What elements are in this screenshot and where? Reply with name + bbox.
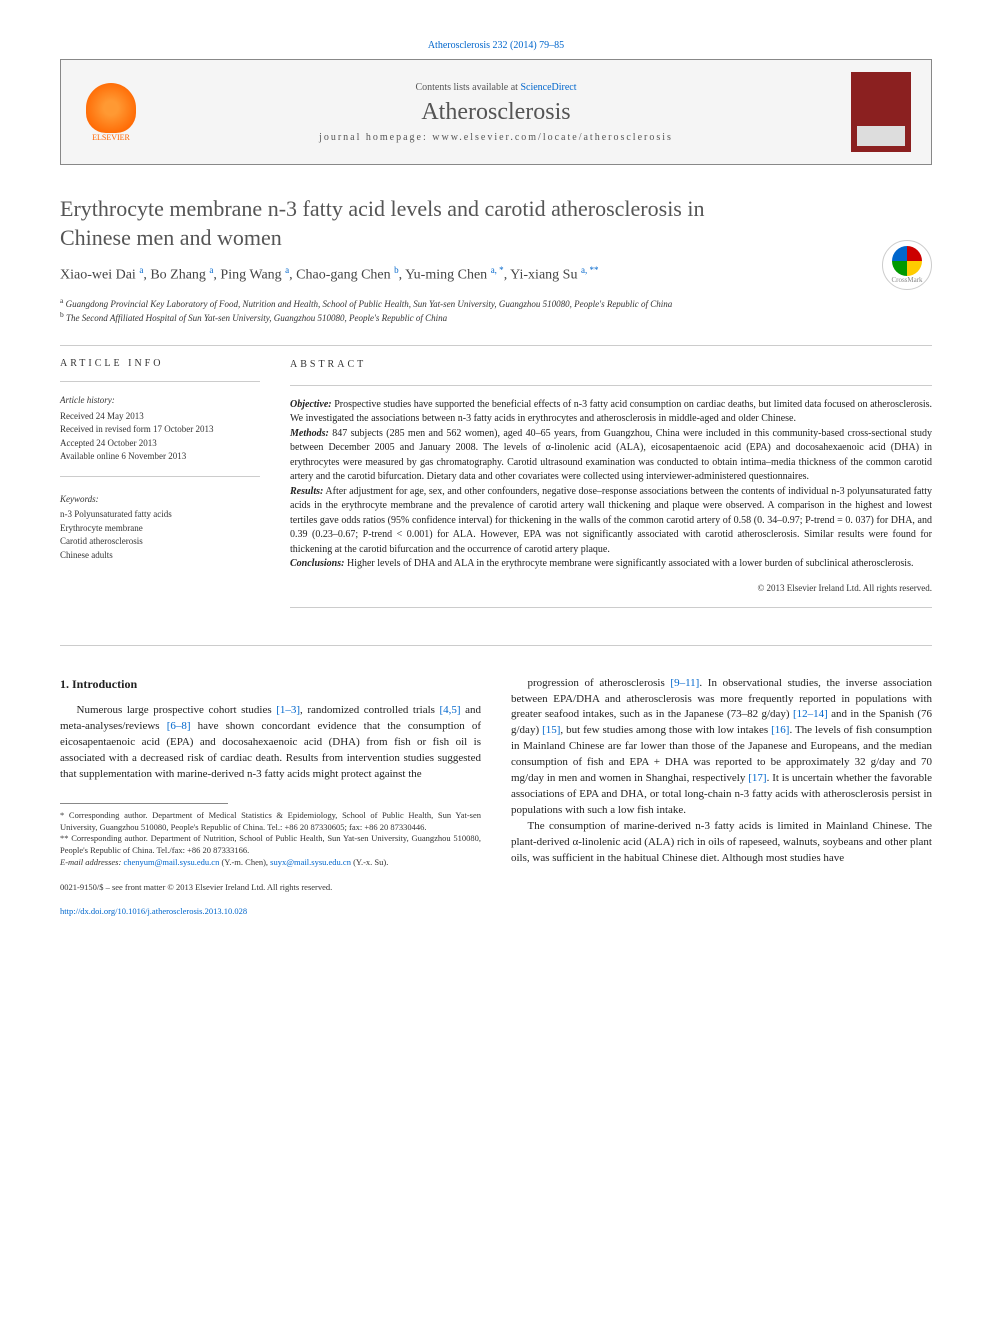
corresponding-author-note: * Corresponding author. Department of Me… [60,810,481,834]
journal-homepage: journal homepage: www.elsevier.com/locat… [141,132,851,143]
article-title: Erythrocyte membrane n-3 fatty acid leve… [60,195,758,252]
reference-link[interactable]: [1–3] [276,704,300,716]
affiliations: a Guangdong Provincial Key Laboratory of… [60,296,932,325]
corresponding-author-note: ** Corresponding author. Department of N… [60,833,481,857]
body-text: 1. Introduction Numerous large prospecti… [60,676,932,918]
footnotes: * Corresponding author. Department of Me… [60,810,481,869]
publisher-name: ELSEVIER [92,133,130,142]
crossmark-icon [892,246,922,276]
journal-header: ELSEVIER Contents lists available at Sci… [60,59,932,165]
section-heading-introduction: 1. Introduction [60,676,481,693]
keyword: n-3 Polyunsaturated fatty acids [60,508,260,522]
intro-paragraph: Numerous large prospective cohort studie… [60,703,481,783]
crossmark-badge[interactable]: CrossMark [882,240,932,290]
article-history: Article history: Received 24 May 2013 Re… [60,394,260,464]
issn-line: 0021-9150/$ – see front matter © 2013 El… [60,881,481,893]
journal-cover-thumbnail [851,72,911,152]
reference-link[interactable]: [4,5] [439,704,460,716]
reference-link[interactable]: [6–8] [167,720,191,732]
keywords-block: Keywords: n-3 Polyunsaturated fatty acid… [60,493,260,563]
left-column: 1. Introduction Numerous large prospecti… [60,676,481,918]
email-addresses: E-mail addresses: chenyum@mail.sysu.edu.… [60,857,481,869]
reference-link[interactable]: [12–14] [793,708,828,720]
abstract-column: ABSTRACT Objective: Prospective studies … [290,358,932,620]
contents-line: Contents lists available at ScienceDirec… [141,82,851,93]
reference-link[interactable]: [9–11] [670,677,699,689]
reference-link[interactable]: [16] [771,724,789,736]
email-link[interactable]: suyx@mail.sysu.edu.cn [270,857,351,867]
homepage-url[interactable]: www.elsevier.com/locate/atherosclerosis [432,132,673,143]
intro-paragraph: The consumption of marine-derived n-3 fa… [511,819,932,867]
keyword: Carotid atherosclerosis [60,535,260,549]
keyword: Chinese adults [60,549,260,563]
right-column: progression of atherosclerosis [9–11]. I… [511,676,932,918]
section-divider [60,345,932,346]
reference-link[interactable]: [17] [748,772,766,784]
abstract-header: ABSTRACT [290,358,932,373]
article-info-column: ARTICLE INFO Article history: Received 2… [60,358,260,620]
copyright: © 2013 Elsevier Ireland Ltd. All rights … [290,582,932,595]
elsevier-logo: ELSEVIER [81,77,141,147]
reference-link[interactable]: [15] [542,724,560,736]
email-link[interactable]: chenyum@mail.sysu.edu.cn [123,857,219,867]
elsevier-tree-icon [86,83,136,133]
authors-list: Xiao-wei Dai a, Bo Zhang a, Ping Wang a,… [60,264,932,286]
journal-name: Atherosclerosis [141,99,851,126]
intro-paragraph: progression of atherosclerosis [9–11]. I… [511,676,932,819]
sciencedirect-link[interactable]: ScienceDirect [520,82,576,93]
keyword: Erythrocyte membrane [60,522,260,536]
citation: Atherosclerosis 232 (2014) 79–85 [60,40,932,51]
article-info-header: ARTICLE INFO [60,358,260,369]
footnote-divider [60,803,228,804]
doi-link[interactable]: http://dx.doi.org/10.1016/j.atherosclero… [60,906,247,916]
